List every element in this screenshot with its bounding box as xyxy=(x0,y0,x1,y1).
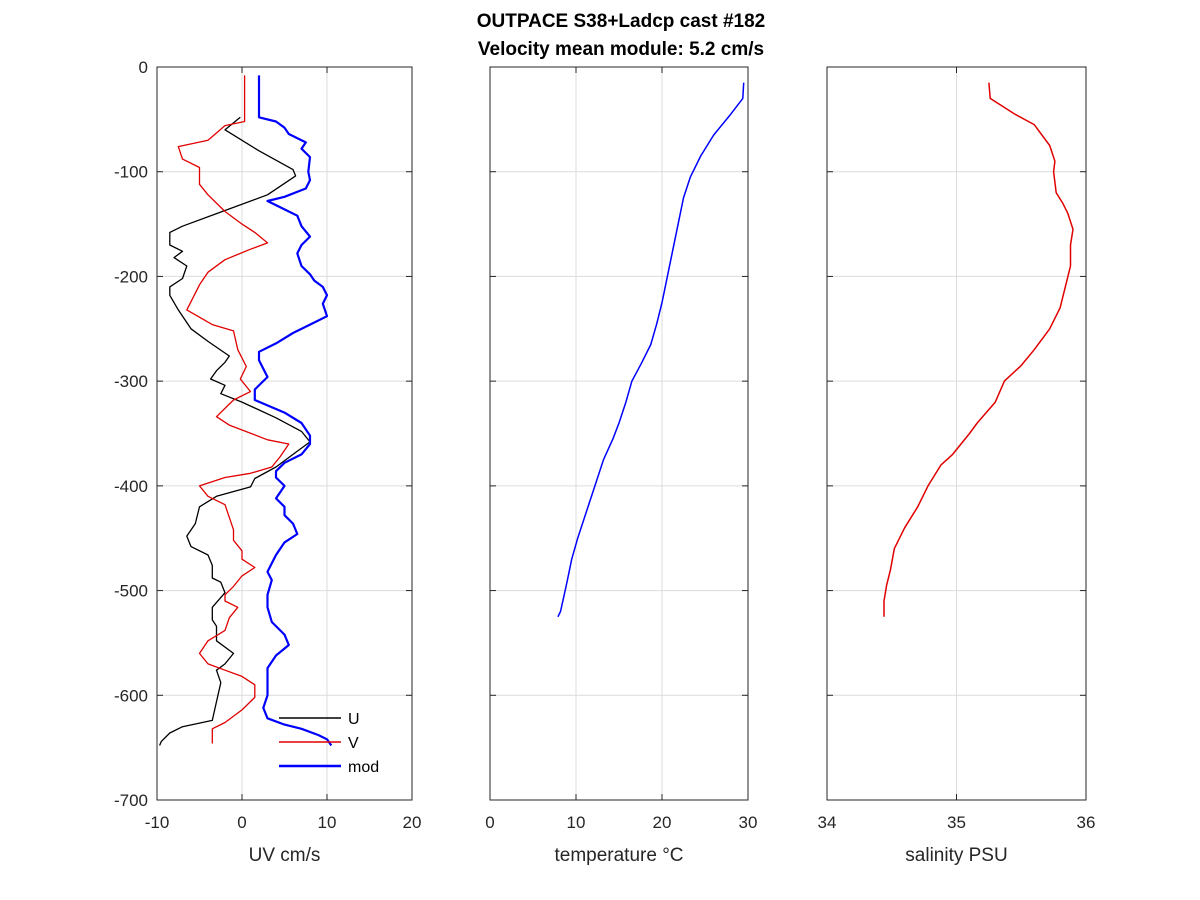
y-tick-label: -100 xyxy=(114,163,148,182)
temperature-panel: 0 10 20 30 temperature °C xyxy=(485,66,758,866)
plot-area xyxy=(157,67,412,800)
axes-box xyxy=(489,66,749,801)
x-tick-label: 20 xyxy=(403,813,422,832)
series-line-salinity xyxy=(883,82,1074,617)
legend: U V mod xyxy=(279,711,379,776)
axes-box xyxy=(826,66,1087,801)
x-tick-label: 10 xyxy=(318,813,337,832)
y-tick-label: -600 xyxy=(114,686,148,705)
x-tick-label: 0 xyxy=(485,813,494,832)
salinity-panel: 34 35 36 salinity PSU xyxy=(818,66,1096,866)
y-tick-label: 0 xyxy=(139,58,148,77)
x-axis-label: temperature °C xyxy=(554,845,683,866)
figure-title-line2: Velocity mean module: 5.2 cm/s xyxy=(478,39,764,60)
y-tick-label: -700 xyxy=(114,791,148,810)
y-tick-label: -400 xyxy=(114,477,148,496)
y-tick-label: -500 xyxy=(114,582,148,601)
x-axis-label: UV cm/s xyxy=(249,845,321,866)
x-tick-label: 30 xyxy=(739,813,758,832)
x-tick-label: 34 xyxy=(818,813,837,832)
figure-title-line1: OUTPACE S38+Ladcp cast #182 xyxy=(477,11,765,32)
series-line-v xyxy=(177,75,290,744)
y-tick-label: -200 xyxy=(114,267,148,286)
plot-area xyxy=(490,67,748,800)
x-axis-label: salinity PSU xyxy=(905,845,1007,866)
legend-label-mod: mod xyxy=(348,759,379,776)
series-line-temperature xyxy=(557,82,745,618)
x-tick-label: 10 xyxy=(567,813,586,832)
x-tick-label: 0 xyxy=(237,813,246,832)
uv-velocity-panel: -10 0 10 200-100-200-300-400-500-600-700UV … xyxy=(114,58,421,866)
x-tick-label: 20 xyxy=(653,813,672,832)
axes-box xyxy=(156,66,413,801)
y-tick-label: -300 xyxy=(114,372,148,391)
x-tick-label: -10 xyxy=(145,813,170,832)
legend-label-u: U xyxy=(348,711,360,728)
legend-label-v: V xyxy=(348,735,359,752)
series-line-mod xyxy=(253,75,333,747)
x-tick-label: 36 xyxy=(1077,813,1096,832)
x-tick-label: 35 xyxy=(947,813,966,832)
